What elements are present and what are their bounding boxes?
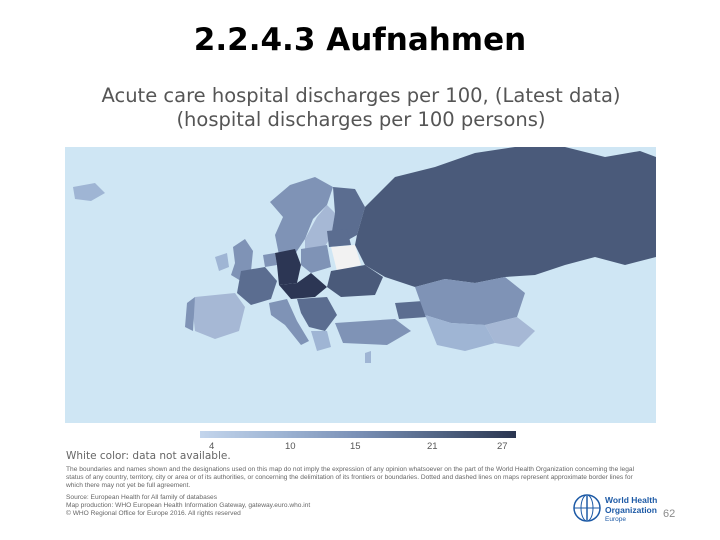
legend-tick: 15 (350, 441, 361, 452)
map-title-line2: (hospital discharges per 100 persons) (176, 108, 546, 131)
slide-title: 2.2.4.3 Aufnahmen (193, 22, 527, 58)
country-kazakhstan[interactable] (415, 277, 525, 325)
map-title-line1: Acute care hospital discharges per 100, … (101, 84, 621, 107)
country-kyrgyzstan-tajikistan[interactable] (485, 317, 535, 347)
country-italy[interactable] (269, 299, 309, 345)
country-central-asia[interactable] (425, 315, 495, 351)
who-logo (572, 493, 660, 527)
country-sweden[interactable] (305, 205, 335, 257)
country-ukraine[interactable] (327, 265, 383, 297)
country-turkey[interactable] (335, 319, 411, 345)
map-title: Acute care hospital discharges per 100, … (66, 84, 656, 132)
country-israel[interactable] (365, 351, 371, 363)
country-russia[interactable] (355, 147, 656, 287)
country-greece[interactable] (311, 331, 331, 351)
country-germany[interactable] (275, 249, 301, 285)
country-portugal[interactable] (185, 297, 195, 331)
page-number: 62 (663, 508, 676, 520)
map-production-line: Map production: WHO European Health Info… (66, 502, 311, 510)
map-disclaimer: The boundaries and names shown and the d… (66, 466, 635, 490)
country-central-europe[interactable] (279, 273, 327, 299)
country-iceland[interactable] (73, 183, 105, 201)
source-block: Source: European Health for All family o… (66, 494, 396, 519)
no-data-note: White color: data not available. (66, 450, 231, 462)
choropleth-map[interactable] (65, 147, 656, 423)
legend-tick: 4 (209, 441, 215, 452)
country-belarus[interactable] (331, 245, 361, 271)
legend-tick: 10 (285, 441, 296, 452)
legend-tick: 21 (427, 441, 438, 452)
country-spain[interactable] (193, 293, 245, 339)
country-france[interactable] (237, 267, 277, 305)
country-balkans[interactable] (297, 297, 337, 331)
map-svg (65, 147, 656, 423)
legend-tick: 27 (497, 441, 508, 452)
who-name-line1: World Health (605, 495, 658, 505)
who-emblem-icon (573, 494, 601, 522)
who-logo-text: World Health Organization Europe (605, 495, 658, 525)
country-poland[interactable] (301, 245, 331, 273)
country-baltics[interactable] (327, 229, 351, 247)
legend-color-bar (200, 431, 516, 438)
country-norway[interactable] (270, 177, 333, 257)
country-benelux[interactable] (263, 253, 277, 267)
source-line: Source: European Health for All family o… (66, 494, 218, 501)
country-ireland[interactable] (215, 253, 229, 271)
copyright-line: © WHO Regional Office for Europe 2016. A… (66, 510, 241, 518)
who-region: Europe (605, 516, 626, 523)
country-caucasus[interactable] (395, 301, 427, 319)
who-name-line2: Organization (605, 504, 657, 515)
